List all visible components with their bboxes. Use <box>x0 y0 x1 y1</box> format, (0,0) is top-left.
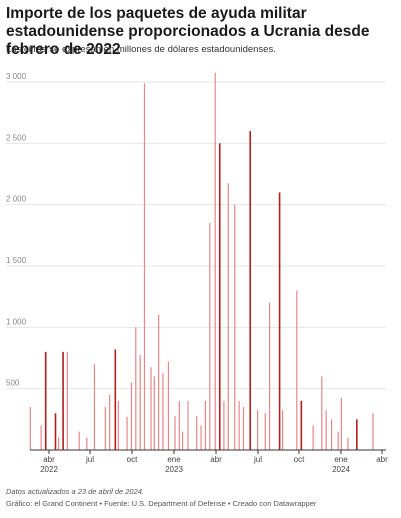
bar <box>264 413 266 450</box>
bar <box>104 407 106 450</box>
bar <box>331 419 333 450</box>
x-tick-label: jul <box>85 455 94 464</box>
bar <box>372 413 374 450</box>
bar <box>93 364 96 450</box>
bar <box>337 431 339 450</box>
x-tick-label: ene <box>167 455 181 464</box>
bar <box>178 400 180 450</box>
bar <box>167 361 170 450</box>
bar <box>29 407 31 450</box>
bar <box>62 351 64 450</box>
x-tick-year-label: 2022 <box>40 465 58 474</box>
bar <box>86 437 88 450</box>
bar <box>312 425 314 450</box>
y-tick-label: 1 000 <box>6 317 27 326</box>
bar <box>257 410 259 450</box>
chart-title: Importe de los paquetes de ayuda militar… <box>6 5 370 58</box>
bar <box>209 223 211 450</box>
bar <box>204 400 207 450</box>
bar <box>158 315 160 450</box>
bar <box>234 204 236 450</box>
bar <box>268 302 271 450</box>
bar <box>40 425 42 450</box>
bar <box>143 83 146 450</box>
bar <box>54 413 57 450</box>
bar <box>325 410 327 450</box>
bar <box>196 416 198 450</box>
y-tick-label: 1 500 <box>6 256 27 265</box>
x-tick-year-label: 2023 <box>165 465 183 474</box>
chart-notes: Datos actualizados a 23 de abril de 2024… <box>6 487 145 496</box>
bar <box>282 410 284 450</box>
bar <box>356 419 358 450</box>
y-tick-label: 3 000 <box>6 72 27 81</box>
bar <box>153 376 155 450</box>
bar <box>296 290 298 450</box>
x-tick-label: ene <box>334 455 348 464</box>
chart-subtitle: Las cifras se expresan en millones de dó… <box>6 44 276 55</box>
x-tick-label: abr <box>376 455 388 464</box>
x-tick-label: jul <box>253 455 262 464</box>
bar <box>300 400 303 450</box>
chart-source: Gráfico: el Grand Continent • Fuente: U.… <box>6 499 317 508</box>
x-tick-year-label: 2024 <box>332 465 350 474</box>
bar <box>57 437 60 450</box>
y-tick-label: 2 000 <box>6 195 27 204</box>
bar <box>139 354 141 450</box>
x-tick-label: oct <box>127 455 138 464</box>
bar <box>249 131 252 451</box>
bar <box>321 376 323 450</box>
bar <box>214 72 216 451</box>
bar <box>44 351 47 450</box>
bar <box>227 183 229 450</box>
bar <box>162 373 164 450</box>
bar <box>187 400 189 450</box>
bar <box>114 349 117 450</box>
bar <box>223 400 225 450</box>
bar <box>340 397 342 450</box>
bar <box>135 327 137 450</box>
x-tick-label: abr <box>43 455 55 464</box>
y-tick-label: 2 500 <box>6 133 27 142</box>
bar <box>242 407 245 450</box>
bar <box>218 143 221 451</box>
bar <box>117 400 119 450</box>
bar <box>130 382 133 450</box>
bar <box>66 351 68 450</box>
bar <box>174 416 176 450</box>
bar <box>126 416 128 450</box>
bar <box>347 437 349 450</box>
bar <box>78 431 80 450</box>
bar <box>109 394 111 450</box>
y-tick-label: 500 <box>6 379 20 388</box>
bar <box>181 431 184 450</box>
bar <box>278 192 281 450</box>
bar <box>200 425 202 450</box>
x-tick-label: abr <box>210 455 222 464</box>
x-tick-label: oct <box>294 455 305 464</box>
bar <box>238 400 240 450</box>
bar <box>150 367 152 450</box>
